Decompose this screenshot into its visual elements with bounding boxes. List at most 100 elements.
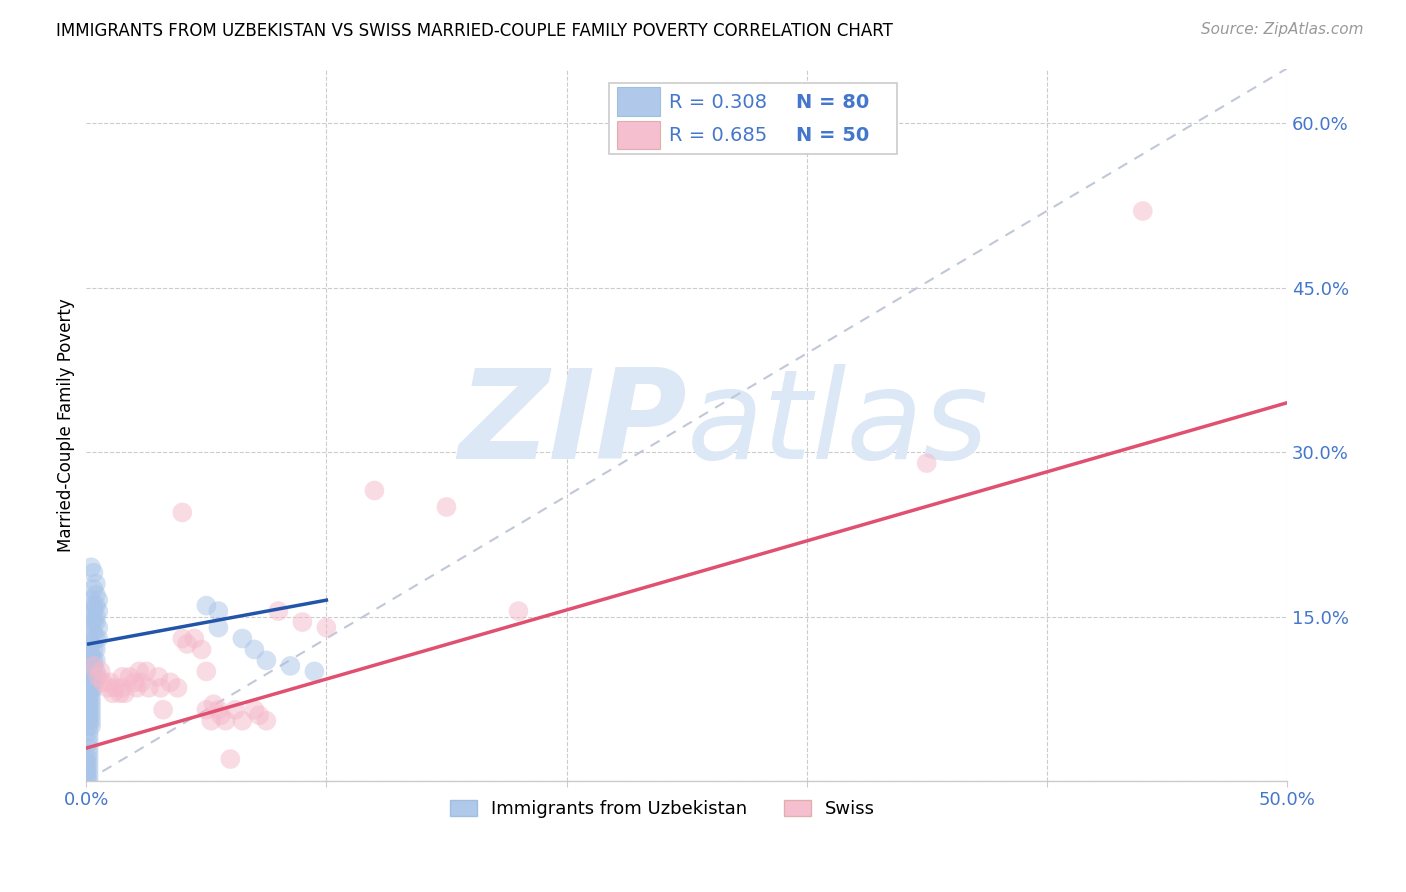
Point [80, 648, 103, 662]
Point [82, 604, 104, 618]
Point [207, 703, 229, 717]
Point [82, 681, 104, 695]
Point [77, 642, 100, 657]
Point [214, 714, 236, 728]
Point [80, 653, 103, 667]
Point [280, 659, 302, 673]
Point [80, 691, 103, 706]
Point [304, 665, 326, 679]
Point [149, 681, 172, 695]
Point [114, 686, 136, 700]
Text: Source: ZipAtlas.com: Source: ZipAtlas.com [1201, 22, 1364, 37]
Point [90, 665, 112, 679]
Point [84, 588, 107, 602]
Point [267, 604, 290, 618]
Point [75, 774, 97, 789]
Point [91, 675, 114, 690]
Point [101, 686, 124, 700]
Point [207, 621, 229, 635]
Point [243, 703, 266, 717]
Legend: Immigrants from Uzbekistan, Swiss: Immigrants from Uzbekistan, Swiss [443, 793, 883, 825]
Point [75, 757, 97, 772]
Point [111, 670, 134, 684]
Point [77, 632, 100, 646]
Point [80, 621, 103, 635]
Point [80, 593, 103, 607]
Point [77, 774, 100, 789]
Point [80, 681, 103, 695]
Point [80, 708, 103, 723]
Point [128, 665, 150, 679]
Point [77, 719, 100, 733]
Point [82, 642, 104, 657]
Point [80, 609, 103, 624]
Point [87, 621, 110, 635]
Point [84, 599, 107, 613]
Point [77, 670, 100, 684]
Point [84, 642, 107, 657]
Point [152, 703, 174, 717]
Point [207, 604, 229, 618]
Point [82, 659, 104, 673]
Point [80, 665, 103, 679]
Point [77, 757, 100, 772]
Point [77, 752, 100, 766]
Point [915, 456, 938, 470]
Point [87, 593, 110, 607]
Point [82, 659, 104, 673]
Point [84, 670, 107, 684]
Point [166, 681, 188, 695]
Point [125, 681, 148, 695]
Point [183, 632, 205, 646]
Point [82, 653, 104, 667]
Point [77, 653, 100, 667]
Text: ZIP: ZIP [458, 364, 686, 485]
Point [82, 566, 104, 580]
Point [75, 768, 97, 782]
Point [80, 703, 103, 717]
Point [87, 604, 110, 618]
Point [75, 763, 97, 777]
Point [291, 615, 314, 629]
Point [243, 642, 266, 657]
Point [80, 560, 103, 574]
Point [75, 752, 97, 766]
Point [219, 752, 242, 766]
Point [77, 736, 100, 750]
Point [436, 500, 458, 514]
Point [82, 670, 104, 684]
Point [77, 698, 100, 712]
Point [508, 604, 530, 618]
Point [80, 719, 103, 733]
Point [118, 670, 141, 684]
Point [77, 763, 100, 777]
Point [209, 708, 232, 723]
Point [77, 681, 100, 695]
Point [77, 747, 100, 761]
Point [82, 599, 104, 613]
Y-axis label: Married-Couple Family Poverty: Married-Couple Family Poverty [58, 298, 75, 551]
Point [190, 642, 212, 657]
Point [82, 626, 104, 640]
Text: IMMIGRANTS FROM UZBEKISTAN VS SWISS MARRIED-COUPLE FAMILY POVERTY CORRELATION CH: IMMIGRANTS FROM UZBEKISTAN VS SWISS MARR… [56, 22, 893, 40]
Point [195, 599, 218, 613]
Point [195, 703, 218, 717]
Point [111, 681, 134, 695]
Text: atlas: atlas [686, 364, 988, 485]
Point [82, 582, 104, 597]
Point [124, 675, 146, 690]
Point [315, 621, 337, 635]
Point [98, 675, 121, 690]
Point [254, 714, 277, 728]
Point [77, 714, 100, 728]
Point [80, 637, 103, 651]
Point [135, 665, 157, 679]
Point [200, 714, 222, 728]
Point [138, 681, 160, 695]
Point [77, 703, 100, 717]
Point [82, 615, 104, 629]
Point [84, 609, 107, 624]
Point [80, 714, 103, 728]
Point [87, 670, 110, 684]
Point [172, 505, 194, 519]
